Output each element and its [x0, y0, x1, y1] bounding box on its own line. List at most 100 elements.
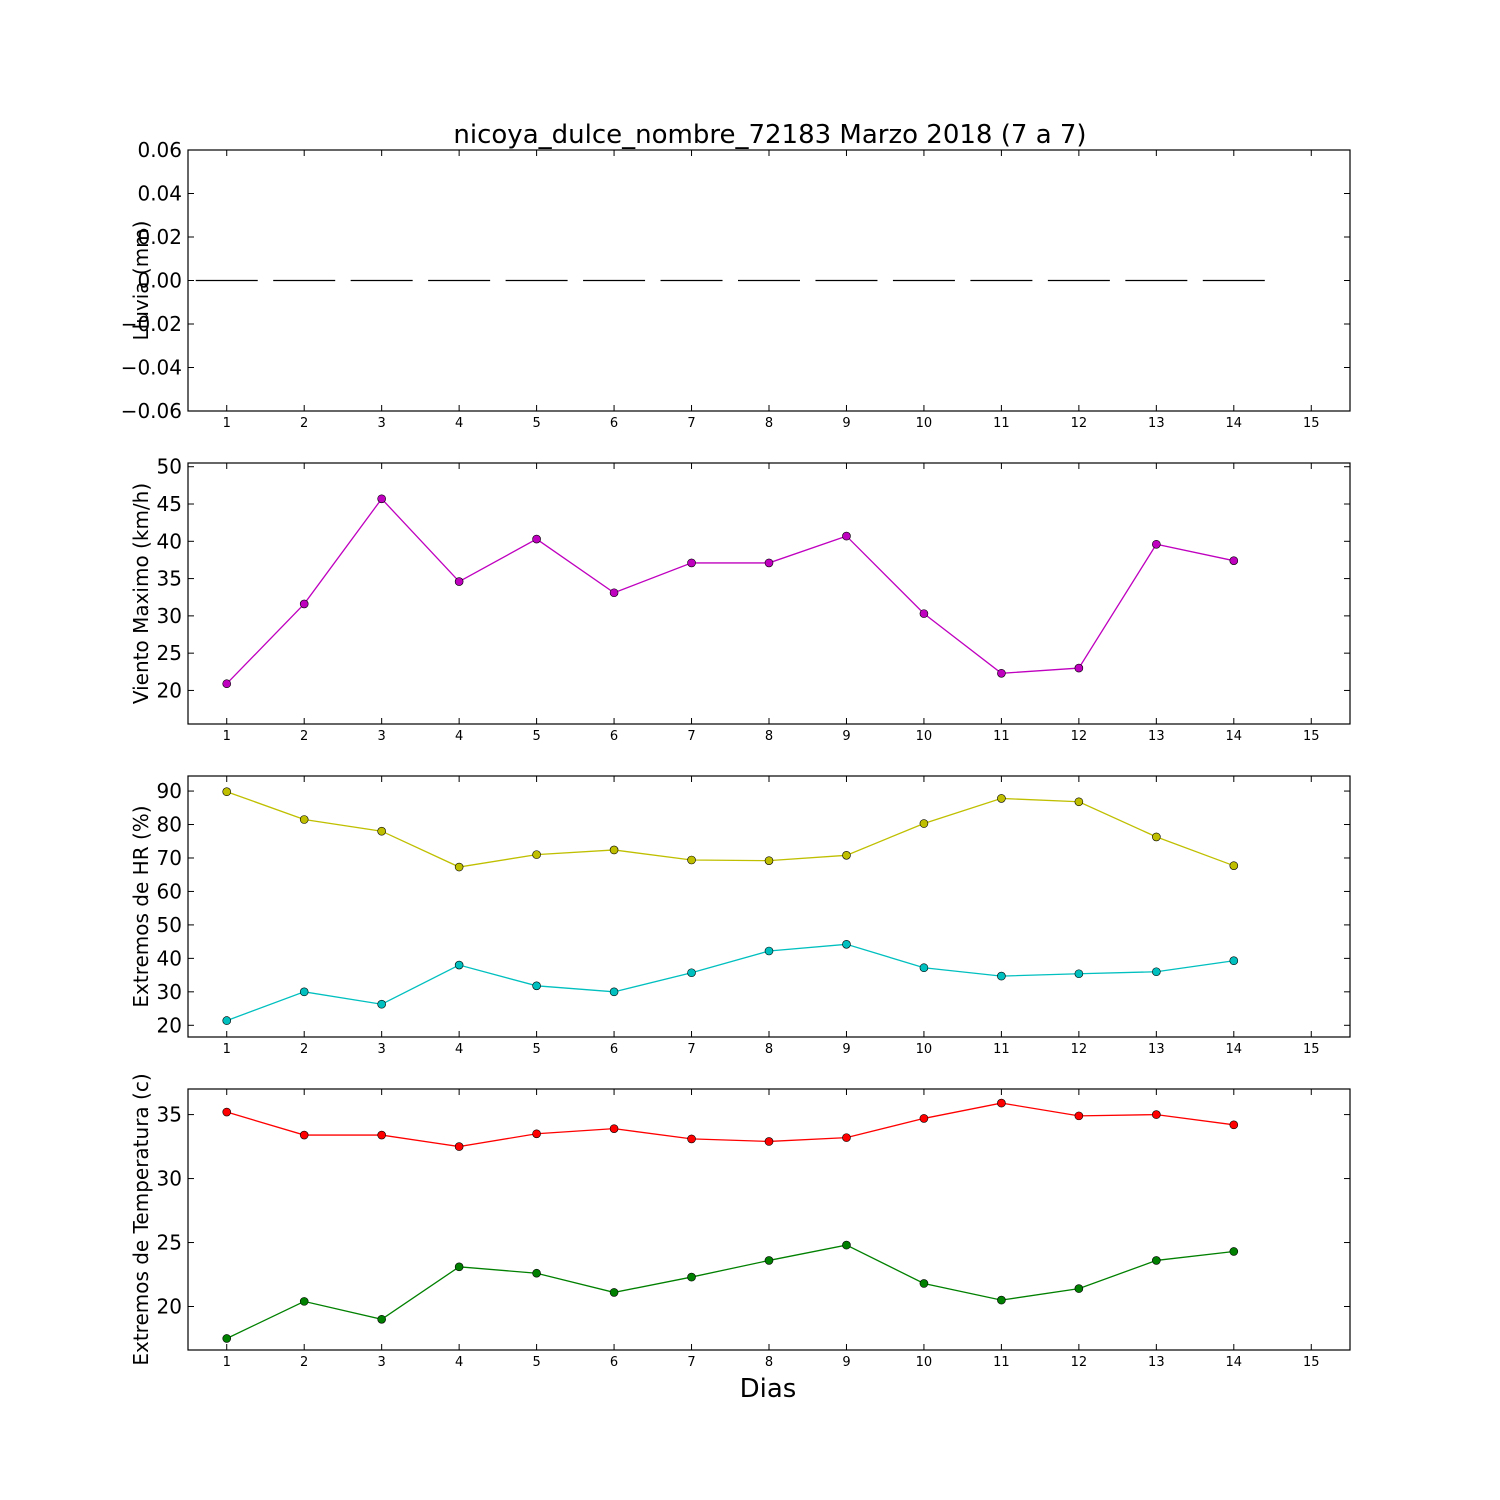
data-point: [299, 1297, 309, 1306]
data-point: [222, 1016, 232, 1025]
y-tick-label: 30: [157, 1167, 182, 1191]
x-tick-label: 10: [916, 1355, 933, 1370]
x-tick-label: 5: [532, 1355, 540, 1370]
y-axis-label: Extremos de Temperatura (c): [129, 1073, 153, 1365]
data-point: [222, 1107, 232, 1117]
y-tick-label: 35: [157, 1103, 182, 1127]
data-point: [222, 679, 232, 689]
y-tick-label: 0.06: [137, 138, 182, 162]
data-point: [1152, 539, 1161, 549]
data-point: [764, 558, 774, 568]
x-tick-label: 3: [378, 1042, 386, 1057]
y-axis-label: Lluvia (mm): [129, 221, 153, 341]
x-tick-label: 14: [1226, 1042, 1243, 1057]
x-tick-label: 10: [916, 729, 933, 744]
series-line: [226, 1102, 1234, 1148]
data-point: [1074, 1111, 1084, 1121]
x-tick-label: 15: [1303, 729, 1320, 744]
data-point: [842, 531, 851, 541]
x-tick-label: 8: [765, 416, 773, 431]
data-point: [997, 794, 1006, 803]
series-line: [226, 1244, 1234, 1340]
y-tick-label: −0.04: [121, 356, 182, 380]
y-tick-label: 40: [157, 946, 182, 970]
data-point: [687, 968, 696, 978]
data-point: [1074, 969, 1084, 979]
x-tick-label: 7: [687, 1042, 695, 1057]
data-point: [299, 987, 309, 997]
x-tick-label: 5: [532, 416, 540, 431]
x-tick-label: 5: [532, 729, 540, 744]
y-tick-label: 20: [157, 678, 182, 702]
y-tick-label: 0.02: [137, 225, 182, 249]
y-tick-label: 25: [157, 641, 182, 665]
data-point: [1229, 556, 1239, 565]
x-tick-label: 12: [1071, 1355, 1088, 1370]
x-tick-label: 14: [1226, 416, 1243, 431]
x-tick-label: 7: [687, 729, 695, 744]
subplots: 1 2 3 4 5 6 7 8 9 10 11 12 13 14 15−0.06−0.04−0.020.00…: [121, 138, 1351, 1370]
x-tick-label: 12: [1071, 1042, 1088, 1057]
y-tick-label: 70: [157, 846, 182, 870]
x-axis-label: Dias: [740, 1374, 797, 1404]
x-tick-label: 6: [610, 1042, 618, 1057]
data-point: [687, 1272, 696, 1282]
data-point: [919, 819, 929, 828]
series-line: [226, 943, 1234, 1022]
data-point: [919, 609, 929, 618]
x-tick-label: 4: [455, 1355, 463, 1370]
x-tick-label: 14: [1226, 729, 1243, 744]
y-axis-label: Extremos de HR (%): [129, 805, 153, 1007]
data-point: [687, 558, 696, 568]
x-tick-label: 7: [687, 416, 695, 431]
data-point: [532, 1129, 541, 1139]
x-tick-label: 3: [378, 1355, 386, 1370]
x-tick-label: 8: [765, 729, 773, 744]
y-tick-label: 50: [157, 455, 182, 479]
y-tick-label: 20: [157, 1295, 182, 1319]
x-tick-label: 7: [687, 1355, 695, 1370]
data-point: [997, 971, 1006, 981]
x-tick-label: 13: [1148, 1042, 1165, 1057]
x-tick-label: 14: [1226, 1355, 1243, 1370]
data-point: [532, 981, 541, 991]
y-tick-label: 90: [157, 779, 182, 803]
subplot-2: 1 2 3 4 5 6 7 8 9 10 11 12 13 14 1520253035404550Vient…: [129, 455, 1351, 744]
data-point: [299, 815, 309, 824]
x-tick-label: 1: [223, 1355, 231, 1370]
data-point: [609, 1288, 619, 1297]
x-tick-label: 2: [300, 1042, 308, 1057]
data-point: [997, 1098, 1006, 1108]
data-point: [1152, 1256, 1161, 1265]
y-tick-label: 60: [157, 879, 182, 903]
y-tick-label: 20: [157, 1013, 182, 1037]
y-tick-label: −0.06: [121, 399, 182, 423]
x-tick-label: 11: [993, 1042, 1010, 1057]
x-tick-label: 5: [532, 1042, 540, 1057]
x-tick-label: 9: [842, 1355, 850, 1370]
x-tick-label: 8: [765, 1355, 773, 1370]
y-tick-label: 45: [157, 492, 182, 516]
data-point: [997, 668, 1006, 678]
data-point: [842, 1240, 851, 1250]
x-tick-label: 15: [1303, 1355, 1320, 1370]
data-point: [919, 1279, 929, 1288]
x-tick-label: 13: [1148, 416, 1165, 431]
series-line: [226, 791, 1235, 868]
x-tick-label: 1: [223, 416, 231, 431]
data-point: [764, 856, 774, 865]
data-point: [1229, 1247, 1239, 1256]
data-point: [609, 1124, 619, 1133]
data-point: [609, 845, 619, 855]
y-tick-label: −0.02: [121, 312, 182, 336]
data-point: [532, 534, 541, 544]
data-point: [919, 1114, 929, 1123]
x-tick-label: 13: [1148, 1355, 1165, 1370]
data-point: [1074, 797, 1084, 807]
data-point: [764, 946, 774, 956]
data-point: [687, 1134, 696, 1144]
data-point: [532, 1268, 541, 1278]
x-tick-label: 6: [610, 416, 618, 431]
